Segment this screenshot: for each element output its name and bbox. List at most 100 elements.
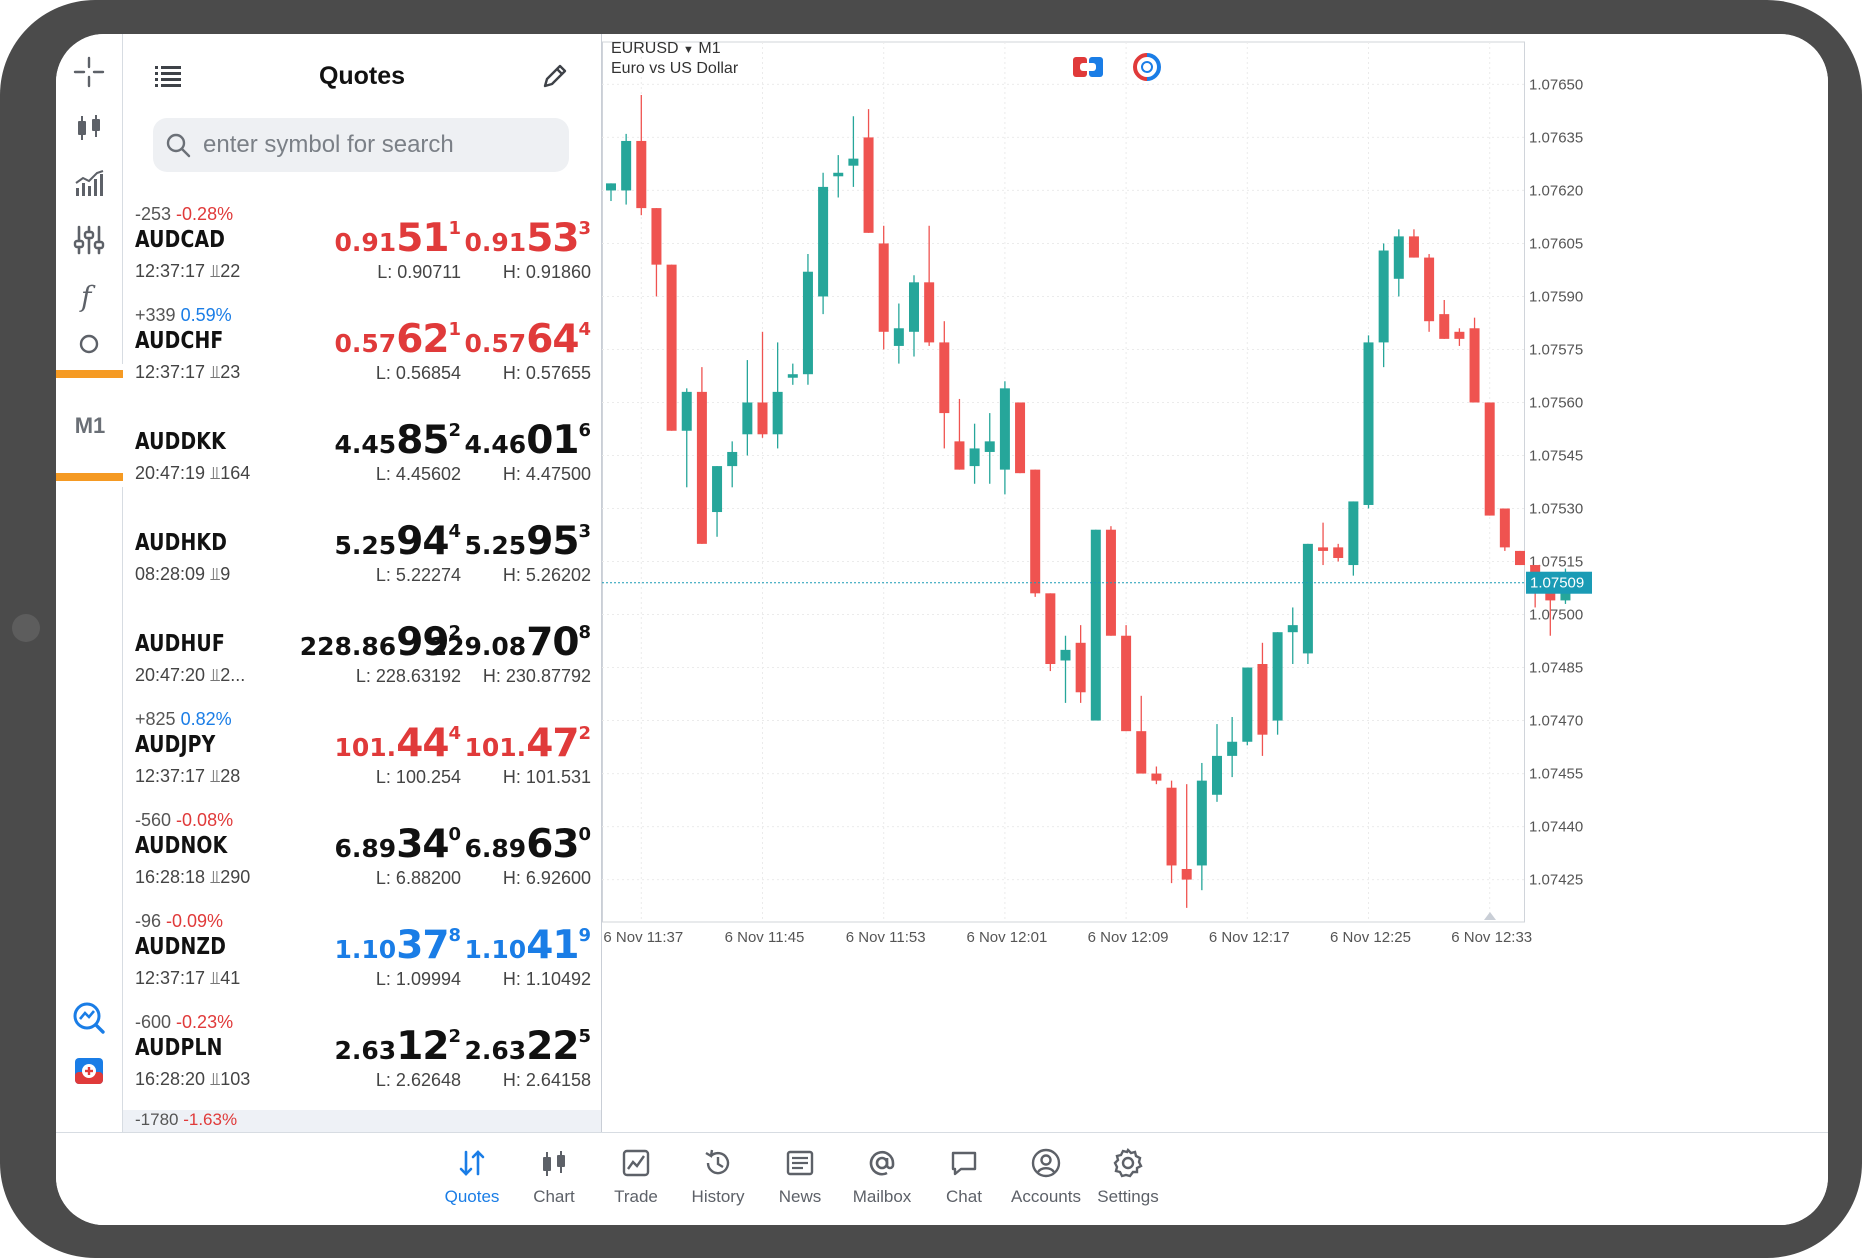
trade-signals-icon[interactable] <box>69 998 109 1038</box>
indicators-icon[interactable] <box>69 164 109 204</box>
quote-symbol: AUDPLN <box>135 1035 223 1061</box>
bid-price[interactable]: 228.86992 <box>300 620 461 665</box>
nav-history[interactable]: History <box>672 1143 764 1207</box>
nav-trade[interactable]: Trade <box>590 1143 682 1207</box>
candle-body <box>1424 257 1435 322</box>
candle-body <box>893 328 904 346</box>
bid-price[interactable]: 0.57621 <box>335 317 462 362</box>
nav-news[interactable]: News <box>754 1143 846 1207</box>
quote-row-audpln[interactable]: -600 -0.23% AUDPLN 16:28:20 ⫫103 2.63122 2.6… <box>123 1006 601 1107</box>
candle-body <box>1121 635 1132 732</box>
candle-body <box>1363 342 1374 505</box>
nav-chart[interactable]: Chart <box>508 1143 600 1207</box>
quote-row-audhkd[interactable]: AUDHKD 08:28:09 ⫫9 5.25944 5.25953 L: 5.2227… <box>123 501 601 602</box>
quote-change-percent: -0.28% <box>176 204 234 224</box>
candle-body <box>606 183 616 191</box>
quote-row-auddkk[interactable]: AUDDKK 20:47:19 ⫫164 4.45852 4.46016 L: 4.45… <box>123 400 601 501</box>
nav-label: Chat <box>946 1187 982 1206</box>
ask-price[interactable]: 229.08708 <box>430 620 591 665</box>
bid-price-prefix: 0.91 <box>334 228 397 257</box>
quote-time-value: 16:28:18 <box>135 867 206 887</box>
quote-low: L: 100.254 <box>375 767 461 787</box>
ask-price[interactable]: 101.472 <box>465 721 592 766</box>
quote-row-audjpy[interactable]: +825 0.82% AUDJPY 12:37:17 ⫫28 101.444 101.4… <box>123 703 601 804</box>
nav-label: News <box>778 1187 822 1206</box>
quote-change-percent: -0.09% <box>166 911 224 931</box>
list-view-icon[interactable] <box>155 64 181 93</box>
nav-quotes[interactable]: Quotes <box>426 1143 518 1207</box>
quote-row-audcad[interactable]: -253 -0.28% AUDCAD 12:37:17 ⫫22 0.91511 0.91… <box>123 198 601 299</box>
quote-symbol: AUDJPY <box>135 732 216 758</box>
candlestick-chart[interactable]: 1.07650 1.07635 1.07620 1.07605 1.07590 1.075… <box>602 34 1828 1132</box>
one-click-trading-icon[interactable] <box>1072 54 1104 85</box>
candle-body <box>1408 236 1419 258</box>
ask-price-pips: 64 <box>526 317 579 362</box>
nav-mailbox[interactable]: Mailbox <box>836 1143 928 1207</box>
bid-price[interactable]: 5.25944 <box>335 519 462 564</box>
quotes-list: -253 -0.28% AUDCAD 12:37:17 ⫫22 0.91511 0.91… <box>123 198 601 1107</box>
one-click-trade-icon[interactable] <box>69 1050 109 1090</box>
edit-pencil-icon[interactable] <box>541 62 569 95</box>
quote-symbol: AUDCHF <box>135 328 224 354</box>
app-screen: f M1 Quotes <box>56 34 1828 1225</box>
ask-price[interactable]: 6.89630 <box>465 822 592 867</box>
search-input[interactable] <box>201 130 545 160</box>
candle-body <box>1318 547 1329 551</box>
current-price-label: 1.07509 <box>1530 575 1584 592</box>
bid-price[interactable]: 6.89340 <box>335 822 462 867</box>
nav-label: History <box>691 1187 745 1206</box>
ask-price[interactable]: 5.25953 <box>465 519 592 564</box>
quote-change-points: -600 <box>135 1012 172 1032</box>
candle-body <box>1090 529 1101 721</box>
chart-area[interactable]: 1.07650 1.07635 1.07620 1.07605 1.07590 1.075… <box>602 34 1828 1132</box>
ask-price[interactable]: 0.91533 <box>465 216 592 261</box>
candle-body <box>1060 649 1071 661</box>
ask-price-pips: 63 <box>526 822 579 867</box>
spread-icon: ⫫ <box>210 766 221 786</box>
quote-time: 16:28:18 ⫫290 <box>135 867 250 888</box>
quote-row-audhuf[interactable]: AUDHUF 20:47:20 ⫫2... 228.86992 229.08708 L:… <box>123 602 601 703</box>
nav-settings[interactable]: Settings <box>1082 1143 1174 1207</box>
bid-price-point: 0 <box>448 824 461 845</box>
chart-symbol-header[interactable]: EURUSD ▼ M1 <box>611 40 721 58</box>
bid-price-pips: 85 <box>396 418 449 463</box>
timeframe-label: M1 <box>74 412 106 438</box>
quote-row-audnzd[interactable]: -96 -0.09% AUDNZD 12:37:17 ⫫41 1.10378 1.104… <box>123 905 601 1006</box>
objects-icon[interactable] <box>69 324 109 364</box>
candles-icon[interactable] <box>69 108 109 148</box>
bid-price[interactable]: 0.91511 <box>335 216 462 261</box>
ask-price[interactable]: 1.10419 <box>465 923 592 968</box>
settings-sliders-icon[interactable] <box>69 220 109 260</box>
nav-chat[interactable]: Chat <box>918 1143 1010 1207</box>
ask-price-pips: 70 <box>526 620 579 665</box>
bid-price[interactable]: 101.444 <box>335 721 462 766</box>
quote-high: H: 5.26202 <box>502 565 591 585</box>
ask-price[interactable]: 4.46016 <box>465 418 592 463</box>
trade-levels-icon[interactable] <box>1132 52 1162 87</box>
bid-price[interactable]: 2.63122 <box>335 1024 462 1069</box>
candle-body <box>1151 773 1162 781</box>
function-icon[interactable]: f <box>69 276 109 316</box>
candle-body <box>651 208 662 265</box>
ask-price[interactable]: 0.57644 <box>465 317 592 362</box>
ask-price[interactable]: 2.63225 <box>465 1024 592 1069</box>
quote-low: L: 228.63192 <box>355 666 461 686</box>
candle-body <box>969 448 980 467</box>
y-tick-label: 1.07545 <box>1529 447 1583 464</box>
mailbox-icon <box>836 1143 928 1183</box>
y-tick-label: 1.07425 <box>1529 872 1583 889</box>
bid-price[interactable]: 1.10378 <box>335 923 462 968</box>
quote-spread: 28 <box>220 766 241 786</box>
candle-body <box>1257 664 1268 735</box>
symbol-search-box[interactable] <box>153 118 569 172</box>
quote-high: H: 2.64158 <box>502 1070 591 1090</box>
nav-accounts[interactable]: Accounts <box>1000 1143 1092 1207</box>
candle-body <box>984 441 995 452</box>
quote-high: H: 0.91860 <box>502 262 591 282</box>
quote-symbol: AUDHKD <box>135 530 228 556</box>
quote-row-audchf[interactable]: +339 0.59% AUDCHF 12:37:17 ⫫23 0.57621 0.576… <box>123 299 601 400</box>
crosshair-icon[interactable] <box>69 52 109 92</box>
quote-change-percent: -0.23% <box>176 1012 234 1032</box>
quote-row-audnok[interactable]: -560 -0.08% AUDNOK 16:28:18 ⫫290 6.89340 6.8… <box>123 804 601 905</box>
bid-price[interactable]: 4.45852 <box>335 418 462 463</box>
